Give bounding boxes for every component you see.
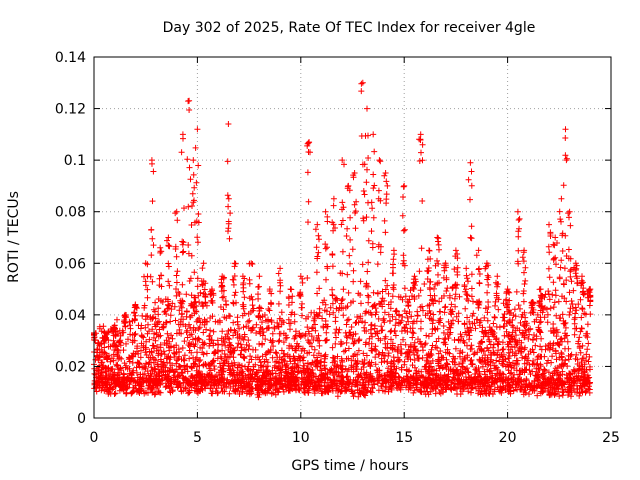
y-tick-label: 0.14 (55, 50, 86, 66)
point-markers (91, 79, 594, 401)
y-tick-label: 0 (77, 411, 86, 427)
y-tick-label: 0.1 (64, 153, 86, 169)
x-tick-label: 5 (193, 430, 202, 446)
x-tick-label: 20 (499, 430, 517, 446)
x-tick-label: 25 (602, 430, 620, 446)
tick-labels: 0 5 10 15 20 25 0 0.02 0.04 0.06 0.08 0.1 0.12 0.14 (55, 50, 620, 446)
x-tick-label: 0 (90, 430, 99, 446)
x-tick-label: 10 (292, 430, 310, 446)
y-tick-label: 0.02 (55, 359, 86, 375)
y-tick-label: 0.04 (55, 308, 86, 324)
chart-title: Day 302 of 2025, Rate Of TEC Index for r… (163, 20, 536, 36)
y-tick-label: 0.06 (55, 256, 86, 272)
x-axis-label: GPS time / hours (291, 458, 408, 474)
y-tick-label: 0.08 (55, 205, 86, 221)
y-axis-label: ROTI / TECUs (6, 191, 22, 283)
axis-ticks (93, 56, 612, 419)
plot-frame (93, 56, 612, 419)
y-tick-label: 0.12 (55, 102, 86, 118)
data-points (91, 79, 594, 401)
x-tick-label: 15 (395, 430, 413, 446)
